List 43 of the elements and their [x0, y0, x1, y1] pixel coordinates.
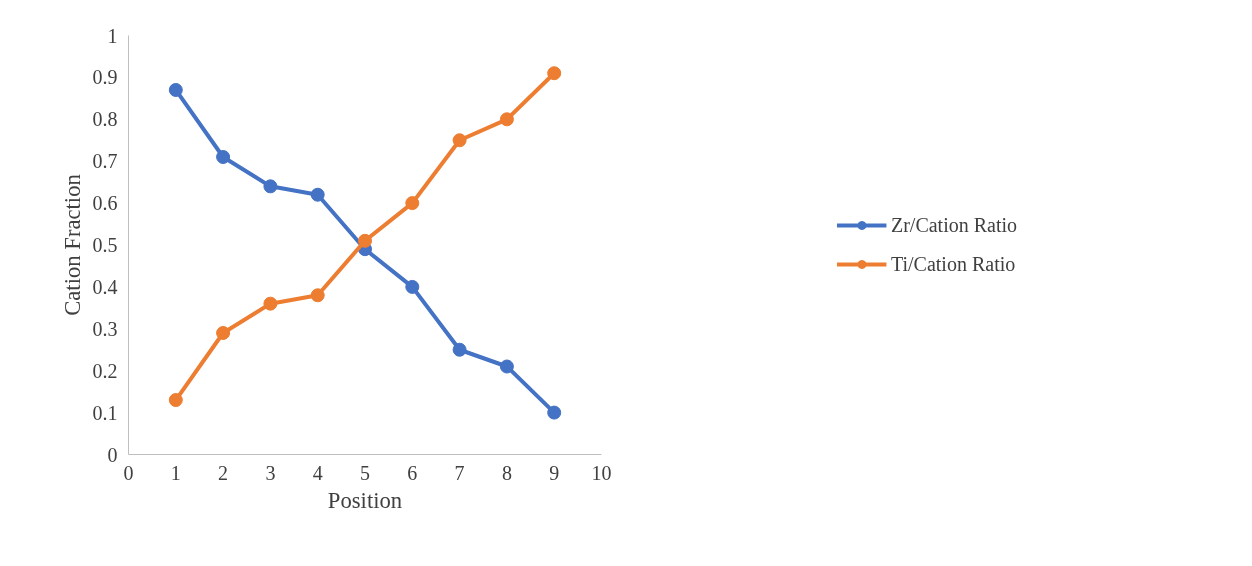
y-tick-label: 0.7: [92, 150, 118, 173]
x-tick-label: 9: [549, 461, 560, 484]
y-tick-label: 0: [107, 443, 118, 466]
legend-label: Ti/Cation Ratio: [890, 252, 1016, 276]
x-tick-label: 2: [218, 461, 229, 484]
y-tick-label: 0.4: [92, 275, 118, 298]
point: [263, 179, 278, 194]
point: [310, 288, 325, 303]
y-tick-label: 0.3: [92, 317, 118, 340]
point: [216, 150, 231, 164]
x-tick-label: 0: [123, 461, 134, 484]
point: [310, 187, 325, 202]
x-tick-label: 6: [407, 461, 418, 484]
y-tick-label: 1: [107, 24, 118, 47]
point: [547, 405, 562, 420]
point: [452, 342, 467, 357]
point: [499, 359, 514, 374]
point: [405, 196, 420, 211]
x-tick-label: 8: [501, 461, 512, 484]
point: [263, 296, 278, 311]
point: [358, 233, 372, 248]
x-axis-title: Position: [327, 487, 403, 513]
y-tick-label: 0.2: [92, 359, 118, 382]
x-tick-label: 10: [591, 461, 612, 484]
y-tick-label: 0.8: [92, 108, 118, 131]
y-tick-label: 0.9: [92, 66, 118, 89]
point: [216, 326, 231, 340]
y-axis-title: Cation Fraction: [59, 174, 85, 316]
point: [499, 112, 514, 127]
x-tick-label: 3: [265, 461, 276, 484]
x-tick-label: 1: [170, 461, 181, 484]
y-tick-label: 0.1: [92, 401, 118, 424]
point: [168, 393, 183, 408]
x-tick-label: 5: [360, 461, 370, 484]
y-tick-label: 0.6: [92, 192, 118, 215]
legend-label: Zr/Cation Ratio: [890, 213, 1018, 237]
x-tick-label: 4: [312, 461, 323, 484]
y-tick-label: 0.5: [92, 234, 118, 256]
point: [452, 133, 467, 148]
point: [168, 82, 183, 97]
point: [405, 279, 420, 294]
x-tick-label: 7: [454, 461, 465, 484]
point: [547, 66, 562, 81]
